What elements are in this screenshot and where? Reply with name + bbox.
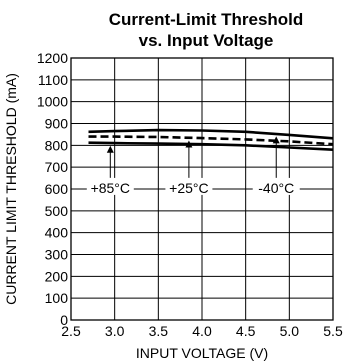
y-tick-label: 0 [60,312,68,328]
x-axis-label: INPUT VOLTAGE (V) [136,345,268,361]
x-tick-label: 2.5 [61,323,81,339]
y-tick-label: 1100 [38,72,68,88]
annotation-label-bg [252,177,300,195]
annotation-label-bg [165,177,213,195]
y-tick-label: 300 [45,247,69,263]
annotations: +85°C +25°C -40°C [86,136,300,196]
y-tick-label: 600 [45,181,69,197]
x-tick-label: 3.5 [149,323,169,339]
annotation-label: +25°C [169,180,208,196]
annotation-label: -40°C [258,180,294,196]
y-tick-label: 200 [45,268,69,284]
y-tick-label: 900 [45,116,69,132]
y-tick-label: 1200 [37,50,68,66]
y-tick-label: 400 [45,225,69,241]
annotation-label-bg [86,177,134,195]
series-layer [88,128,334,151]
y-tick-label: 100 [45,290,69,306]
y-tick-label: 700 [45,159,69,175]
y-axis-label: CURRENT LIMIT THRESHOLD (mA) [3,73,19,305]
series-line [88,135,334,146]
tick-labels: 2.5 3.0 3.5 4.0 4.5 5.0 5.5 0 100 200 300 400 500 600… [37,50,343,339]
chart-title-line1: Current-Limit Threshold [109,10,304,29]
x-tick-label: 4.0 [192,323,212,339]
series-line [88,141,334,151]
chart-title-line2: vs. Input Voltage [139,31,274,50]
annotation-arrowhead [106,145,114,153]
y-tick-label: 500 [45,203,69,219]
plot-frame [70,57,334,321]
x-tick-label: 3.0 [105,323,125,339]
series-line [88,128,334,140]
annotation-arrowhead [272,136,280,144]
y-tick-label: 1000 [37,94,68,110]
y-tick-label: 800 [45,137,69,153]
annotation-label: +85°C [91,180,130,196]
x-tick-label: 5.0 [280,323,300,339]
x-tick-label: 4.5 [236,323,256,339]
annotation-arrowhead [185,140,193,148]
x-tick-label: 5.5 [323,323,343,339]
